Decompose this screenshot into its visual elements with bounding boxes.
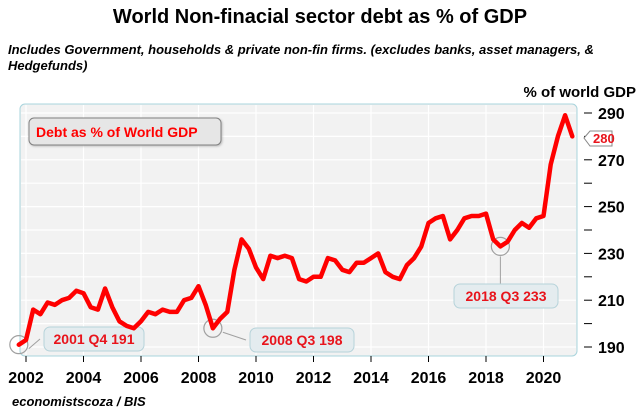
x-tick-label: 2018 bbox=[468, 370, 504, 387]
y-axis-label: % of world GDP bbox=[524, 84, 637, 101]
y-tick-label: 290 bbox=[598, 106, 625, 123]
x-tick-label: 2004 bbox=[66, 370, 102, 387]
y-tick-label: 190 bbox=[598, 340, 625, 357]
annotation-0: 2001 Q4 191 bbox=[9, 326, 145, 355]
annotation-label: 2008 Q3 198 bbox=[262, 332, 343, 348]
y-tick-label: 210 bbox=[598, 293, 625, 310]
annotation-connector bbox=[28, 338, 41, 350]
y-tick-label: 250 bbox=[598, 200, 625, 217]
x-tick-label: 2010 bbox=[238, 370, 274, 387]
x-axis: 2002 2004 2006 2008 2010 2012 2014 2016 2018 2020 bbox=[8, 356, 561, 387]
annotation-box bbox=[453, 283, 559, 309]
x-tick-label: 2002 bbox=[8, 370, 44, 387]
annotation-1: 2008 Q3 198 bbox=[203, 318, 355, 353]
x-tick-label: 2008 bbox=[181, 370, 217, 387]
y-axis: 190 210 230 250 270 290 bbox=[584, 106, 625, 357]
series-line-debt bbox=[16, 113, 575, 347]
legend: Debt as % of World GDP bbox=[28, 117, 222, 146]
chart-title: World Non-finacial sector debt as % of G… bbox=[112, 6, 528, 28]
x-tick-label: 2016 bbox=[411, 370, 447, 387]
annotation-marker bbox=[490, 236, 510, 256]
legend-label: Debt as % of World GDP bbox=[36, 124, 198, 140]
x-tick-label: 2020 bbox=[526, 370, 562, 387]
y-tick-label: 270 bbox=[598, 153, 625, 170]
annotation-label: 2001 Q4 191 bbox=[54, 331, 135, 347]
x-tick-label: 2006 bbox=[123, 370, 159, 387]
annotation-box bbox=[43, 326, 145, 352]
annotation-marker bbox=[203, 318, 223, 338]
chart-source: economistscoza / BIS bbox=[12, 394, 146, 409]
annotation-2: 2018 Q3 233 bbox=[453, 236, 559, 309]
legend-box bbox=[28, 117, 222, 146]
annotations: 2001 Q4 191 2008 Q3 198 2018 Q3 233 bbox=[9, 236, 559, 355]
last-value-badge-text: 280 bbox=[593, 131, 615, 146]
last-value-badge-shape bbox=[583, 130, 613, 147]
x-tick-label: 2012 bbox=[296, 370, 332, 387]
annotation-label: 2018 Q3 233 bbox=[466, 288, 547, 304]
annotation-marker bbox=[9, 335, 29, 355]
last-value-badge: 280 bbox=[583, 130, 615, 147]
annotation-connector bbox=[222, 331, 247, 341]
chart-subtitle: Includes Government, households & privat… bbox=[8, 42, 594, 73]
annotation-box bbox=[249, 327, 355, 353]
y-tick-label: 230 bbox=[598, 246, 625, 263]
x-tick-label: 2014 bbox=[353, 370, 389, 387]
